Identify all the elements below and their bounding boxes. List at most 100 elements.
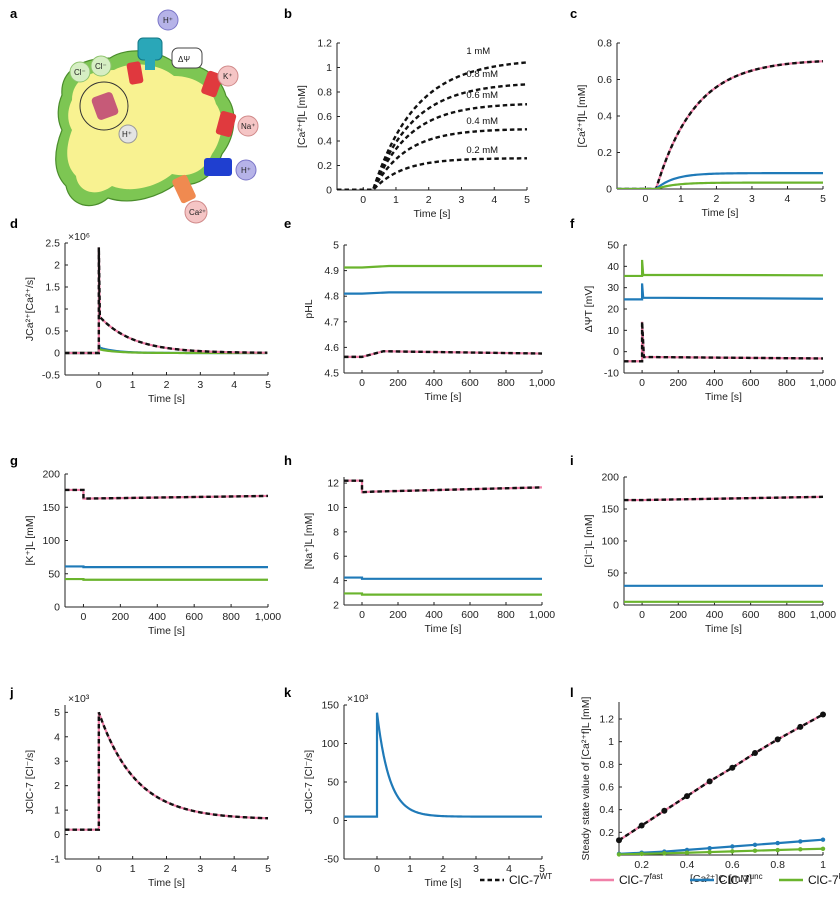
series-line-fast xyxy=(65,711,269,831)
y-tick-label: 0.2 xyxy=(597,147,612,159)
panel-letter-j: j xyxy=(9,685,14,700)
y-tick-label: 2 xyxy=(54,260,60,272)
x-tick-label: 1 xyxy=(820,859,826,871)
series-line-fast xyxy=(617,60,824,189)
series-line-wt xyxy=(337,157,528,190)
panel-h: h 0 200 400 600 800 1,000 2 4 6 8 10 12 Time [s] [Na⁺]… xyxy=(284,453,555,635)
y-tick-label: 0 xyxy=(54,602,60,614)
y-axis-label: ΔΨT [mV] xyxy=(583,286,595,333)
legend: ClC-7WT ClC-7fast ClC-7unc ClC-7ko xyxy=(480,872,840,887)
x-axis-label: Time [s] xyxy=(705,391,742,403)
y-tick-label: 150 xyxy=(42,502,60,514)
panel-letter-k: k xyxy=(284,685,292,700)
y-tick-label: 0 xyxy=(333,815,339,827)
series-line-ko xyxy=(619,847,824,855)
x-axis-label: Time [s] xyxy=(148,393,185,405)
y-tick-label: 0.8 xyxy=(597,38,612,50)
curve-label: 0.4 mM xyxy=(466,116,498,127)
cl-ion-1 xyxy=(69,61,91,83)
x-tick-label: 600 xyxy=(742,609,760,621)
x-axis-label: Time [s] xyxy=(702,207,739,219)
data-point-wt xyxy=(661,807,668,814)
panel-letter-d: d xyxy=(10,216,18,231)
x-tick-label: 0 xyxy=(639,377,645,389)
series-line-wt xyxy=(65,247,268,355)
y-tick-label: 2 xyxy=(333,600,339,612)
series-line-fast xyxy=(624,321,824,363)
y-tick-label: 0 xyxy=(613,600,619,612)
x-tick-label: 5 xyxy=(265,379,271,391)
series-line-wt xyxy=(337,128,528,190)
x-tick-label: 0 xyxy=(360,194,366,206)
y-tick-label: 100 xyxy=(601,536,619,548)
x-tick-label: 0 xyxy=(96,379,102,391)
x-tick-label: 200 xyxy=(670,377,688,389)
data-point-wt xyxy=(706,778,713,785)
y-tick-label: 1 xyxy=(326,62,332,74)
y-axis-label: Steady state value of [Ca²⁺f]L [mM] xyxy=(580,696,592,860)
label-ca: Ca²⁺ xyxy=(189,208,206,217)
y-tick-label: 1.2 xyxy=(599,714,614,726)
y-axis-label: [Ca²⁺f]L [mM] xyxy=(296,85,308,148)
x-tick-label: 600 xyxy=(461,377,479,389)
y-tick-label: 200 xyxy=(601,472,619,484)
x-tick-label: 200 xyxy=(389,377,407,389)
panel-i: i 0 200 400 600 800 1,000 0 50 100 150 200 Time [s] [… xyxy=(570,453,836,635)
x-tick-label: 0.2 xyxy=(634,859,649,871)
data-point-unc xyxy=(752,842,758,847)
y-tick-label: 0.4 xyxy=(317,136,332,148)
x-tick-label: 0 xyxy=(96,863,102,875)
y-tick-label: -10 xyxy=(604,368,619,380)
series-line-unc xyxy=(344,712,542,818)
y-tick-label: 6 xyxy=(333,551,339,563)
x-tick-label: 3 xyxy=(459,194,465,206)
x-tick-label: 800 xyxy=(222,611,240,623)
panel-c: c 0 1 2 3 4 5 0 0.2 0.4 0.6 0.8 Time [s] [Ca²⁺f]L [mM… xyxy=(570,6,826,219)
legend-superscript-unc: unc xyxy=(750,872,763,881)
x-tick-label: 800 xyxy=(497,377,515,389)
label-h-bottom: H⁺ xyxy=(241,166,251,175)
clc7-exchanger xyxy=(91,92,119,120)
curve-label: 1 mM xyxy=(466,46,490,57)
series-line-ko xyxy=(617,181,823,189)
x-tick-label: 400 xyxy=(706,377,724,389)
legend-label-unc: ClC-7unc xyxy=(719,872,763,887)
x-tick-label: 200 xyxy=(389,609,407,621)
x-tick-label: 400 xyxy=(425,609,443,621)
data-point-unc xyxy=(798,839,803,844)
x-axis-label: Time [s] xyxy=(148,625,185,637)
data-point-unc xyxy=(730,844,735,849)
series-line-fast xyxy=(619,713,824,842)
panel-d: d 0 1 2 3 4 5 -0.5 0 0.5 1 1.5 2 2.5 Time [s] JCa²⁺[Ca²… xyxy=(10,216,271,405)
y-tick-label: 150 xyxy=(601,504,619,516)
series-line-fast xyxy=(65,247,268,355)
y-tick-label: 50 xyxy=(327,777,339,789)
y-tick-label: 4.9 xyxy=(324,265,339,277)
label-delta-psi: ΔΨ xyxy=(178,55,190,64)
y-tick-label: 4.5 xyxy=(324,368,339,380)
y-tick-label: 30 xyxy=(607,282,619,294)
x-tick-label: 1 xyxy=(130,863,136,875)
x-tick-label: 3 xyxy=(749,193,755,205)
y-tick-label: 0.5 xyxy=(45,326,60,338)
x-tick-label: 400 xyxy=(706,609,724,621)
data-point-wt xyxy=(797,723,804,730)
x-tick-label: 200 xyxy=(112,611,130,623)
data-point-ko xyxy=(752,848,758,853)
x-tick-label: 600 xyxy=(742,377,760,389)
legend-label-fast: ClC-7fast xyxy=(619,872,663,887)
x-tick-label: 0.8 xyxy=(770,859,785,871)
x-axis-label: Time [s] xyxy=(425,391,462,403)
panel-k: k 0 1 2 3 4 5 -50 0 50 100 150 Time [s] JClC-7 [Cl⁻/s… xyxy=(284,685,545,889)
x-tick-label: 800 xyxy=(778,377,796,389)
k-ion xyxy=(217,65,239,87)
legend-superscript-wt: WT xyxy=(540,872,553,881)
data-point-wt xyxy=(820,711,826,718)
panel-letter-h: h xyxy=(284,453,292,468)
na-channel xyxy=(215,111,237,137)
y-tick-label: 0 xyxy=(606,184,612,196)
y-tick-label: 12 xyxy=(327,478,339,490)
x-tick-label: 5 xyxy=(820,193,826,205)
